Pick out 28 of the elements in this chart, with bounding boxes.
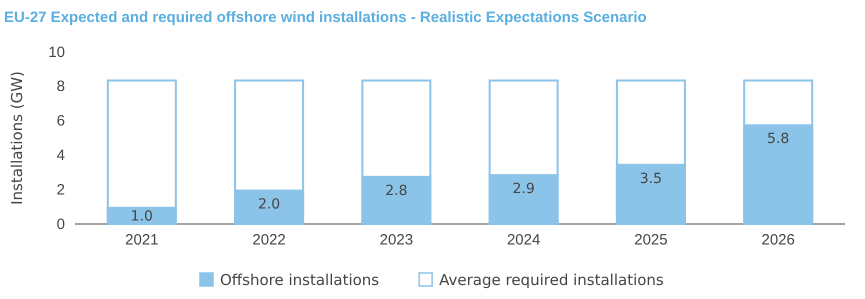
bar [106,80,177,225]
bar [361,80,432,225]
y-tick-label: 6 [56,112,65,130]
bar [488,80,559,225]
bar [234,80,304,225]
x-tick-label: 2023 [380,232,414,249]
y-tick-label: 4 [56,147,65,164]
x-tick-label: 2024 [506,232,540,249]
y-tick-label: 2 [56,181,65,198]
x-tick-label: 2022 [252,232,286,249]
y-axis-title: Installations (GW) [8,71,26,205]
x-tick-label: 2021 [125,232,159,249]
legend-label: Average required installations [439,271,664,289]
y-tick-label: 10 [48,44,65,61]
chart-title: EU-27 Expected and required offshore wind installations - Realistic Expectations Scenario [4,9,647,26]
x-tick-label: 2025 [634,232,668,249]
data-label: 2.0 [258,196,280,213]
y-tick-label: 0 [56,216,65,233]
data-label: 2.9 [512,181,535,198]
data-label: 2.8 [385,182,408,199]
y-tick-label: 8 [56,78,65,96]
bar [743,80,814,225]
data-label: 5.8 [767,131,790,148]
data-label: 1.0 [130,208,153,224]
x-tick-label: 2026 [761,232,795,249]
bar [616,80,686,225]
legend-label: Offshore installations [220,271,380,289]
data-label: 3.5 [640,170,662,187]
